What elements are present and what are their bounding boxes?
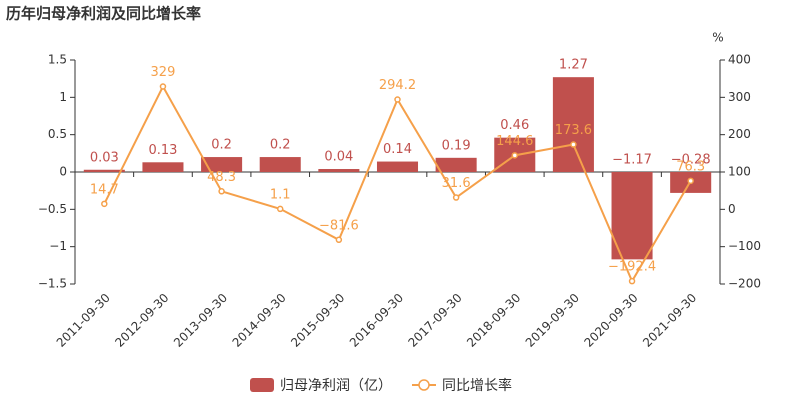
line-point [511, 152, 519, 159]
legend-swatch[interactable] [418, 379, 430, 391]
line-point [335, 236, 343, 244]
legend-label[interactable]: 同比增长率 [442, 377, 512, 394]
line-value-label: −81.6 [319, 218, 359, 233]
bar-value-label: 0.2 [270, 138, 291, 153]
x-tick-label: 2019-09-30 [523, 291, 582, 350]
bar [376, 161, 419, 172]
line-value-label: 31.6 [442, 176, 471, 191]
bar-value-label: 0.19 [442, 138, 471, 153]
x-tick-label: 2021-09-30 [640, 291, 699, 350]
bar-value-label: −0.28 [671, 153, 711, 168]
bar [201, 157, 243, 172]
line [103, 84, 692, 284]
line-value-label: 144.6 [496, 134, 533, 149]
bar-value-label: 0.2 [211, 138, 232, 153]
x-tick-label: 2015-09-30 [288, 291, 347, 350]
bar [83, 169, 125, 172]
line-point [687, 177, 694, 185]
bar-value-label: 0.13 [148, 143, 177, 158]
bar-value-label: 1.27 [559, 58, 588, 73]
y-tick-label: 0 [59, 165, 67, 179]
x-tick-label: 2012-09-30 [112, 291, 171, 350]
y2-tick-label: 100 [728, 165, 751, 179]
x-tick-label: 2020-09-30 [581, 291, 640, 350]
bar [318, 169, 360, 172]
line-value-label: 76.3 [676, 159, 705, 174]
bar [611, 172, 653, 260]
legend-label[interactable]: 归母净利润（亿） [280, 377, 392, 394]
line-point [394, 96, 401, 103]
line-value-label: 14.7 [90, 182, 119, 197]
bar [259, 157, 301, 172]
line-point [452, 194, 460, 201]
y2-tick-label: 400 [728, 53, 751, 67]
bar-value-label: 0.14 [383, 142, 412, 157]
y2-tick-label: 200 [728, 127, 751, 141]
legend-swatch[interactable] [250, 378, 274, 392]
y-tick-label: 1 [59, 90, 67, 104]
line-value-label: −192.4 [608, 260, 656, 275]
y2-tick-label: −100 [728, 239, 761, 253]
line-point [218, 188, 225, 195]
bar-value-label: 0.03 [90, 150, 119, 165]
x-tick-label: 2017-09-30 [406, 291, 465, 350]
x-tick-label: 2013-09-30 [171, 291, 230, 350]
line-value-label: 294.2 [379, 78, 416, 93]
y-tick-label: 0.5 [48, 127, 67, 141]
x-tick-label: 2011-09-30 [54, 291, 113, 350]
bar [435, 157, 477, 172]
line-value-label: 173.6 [555, 123, 592, 138]
y-tick-label: −0.5 [38, 202, 67, 216]
y-tick-label: −1.5 [38, 277, 67, 291]
y2-tick-label: 300 [728, 90, 751, 104]
line-point [276, 205, 284, 213]
line-value-label: 1.1 [270, 187, 291, 202]
line-point [628, 277, 636, 285]
line-value-label: 329 [151, 65, 176, 80]
bar-value-label: 0.04 [324, 150, 353, 165]
line-point [570, 141, 577, 148]
y-tick-label: 1.5 [48, 53, 67, 67]
line-point [101, 200, 108, 208]
y-tick-label: −1 [49, 239, 67, 253]
x-tick-label: 2016-09-30 [347, 291, 406, 350]
y2-tick-label: −200 [728, 277, 761, 291]
bar-value-label: −1.17 [612, 153, 652, 168]
y2-unit: % [712, 31, 723, 45]
line-value-label: 48.3 [207, 170, 236, 185]
chart-title: 历年归母净利润及同比增长率 [6, 5, 201, 23]
line-point [159, 83, 167, 90]
bar [142, 162, 184, 172]
bar [552, 77, 594, 172]
x-tick-label: 2018-09-30 [464, 291, 523, 350]
y2-tick-label: 0 [728, 202, 736, 216]
x-tick-label: 2014-09-30 [230, 291, 289, 350]
bar-value-label: 0.46 [500, 118, 529, 133]
